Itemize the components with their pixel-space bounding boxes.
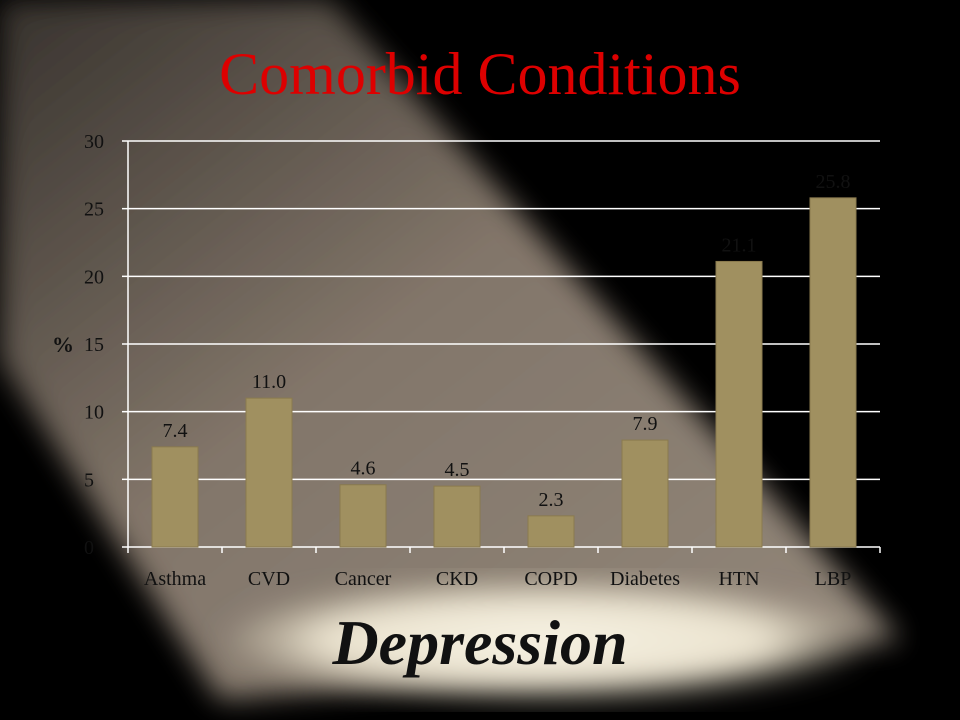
x-tick-label: HTN — [718, 568, 759, 590]
x-tick-label: Asthma — [144, 568, 206, 590]
data-label: 7.4 — [163, 420, 188, 442]
y-tick-label: 25 — [84, 199, 104, 221]
bar-cvd — [245, 397, 293, 548]
bar-htn — [715, 260, 763, 548]
y-tick-label: 10 — [84, 402, 104, 424]
bar-asthma — [151, 446, 199, 548]
data-label: 4.5 — [445, 459, 470, 481]
data-label: 4.6 — [351, 458, 376, 480]
y-tick-label: 15 — [84, 334, 104, 356]
slide-title: Comorbid Conditions — [219, 41, 741, 107]
x-tick-label: Cancer — [335, 568, 392, 590]
data-label: 25.8 — [816, 171, 851, 193]
depression-caption: Depression — [332, 607, 628, 678]
y-tick-label: 0 — [84, 537, 94, 559]
y-tick-label: 20 — [84, 266, 104, 288]
y-tick-label: 5 — [84, 469, 94, 491]
data-label: 2.3 — [539, 489, 564, 511]
x-tick-label: LBP — [815, 568, 852, 590]
light-beam — [0, 0, 900, 700]
data-label: 11.0 — [252, 371, 286, 393]
bar-ckd — [433, 485, 481, 548]
x-tick-label: COPD — [524, 568, 577, 590]
data-label: 7.9 — [633, 413, 658, 435]
bar-copd — [527, 515, 575, 548]
x-tick-label: CKD — [436, 568, 478, 590]
light-pool — [225, 580, 865, 700]
x-tick-label: CVD — [248, 568, 290, 590]
bar-cancer — [339, 484, 387, 548]
y-tick-label: 30 — [84, 131, 104, 153]
bar-lbp — [809, 197, 857, 548]
data-label: 21.1 — [722, 234, 757, 256]
y-axis-label: % — [52, 332, 74, 357]
bar-diabetes — [621, 439, 669, 548]
x-tick-label: Diabetes — [610, 568, 680, 590]
